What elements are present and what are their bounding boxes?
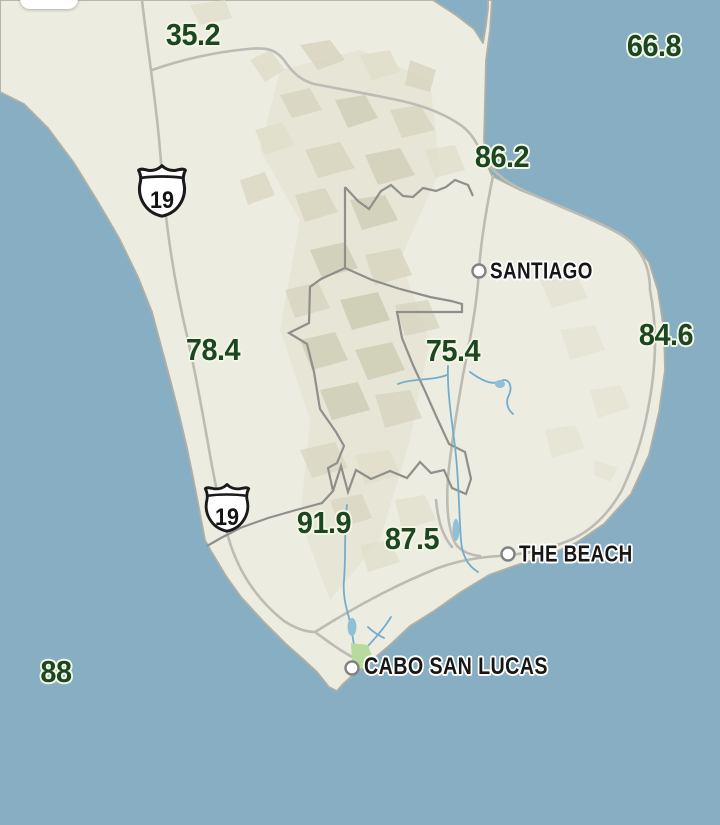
map-value-label[interactable]: 86.2	[474, 139, 530, 174]
map-value-label[interactable]: 91.9	[296, 505, 352, 540]
map-value-label[interactable]: 84.6	[638, 317, 694, 352]
map-value-label[interactable]: 66.8	[626, 28, 682, 63]
map-value-label[interactable]: 87.5	[384, 521, 440, 556]
route-number: 19	[149, 186, 175, 214]
place-label-santiago: SANTIAGO	[490, 257, 593, 284]
map-value-label[interactable]: 75.4	[425, 333, 481, 368]
roads	[140, 0, 657, 667]
river-pools	[347, 380, 505, 636]
map-value-label[interactable]: 35.2	[165, 17, 221, 52]
route-number: 19	[214, 503, 240, 531]
route-shield-icon	[137, 164, 187, 218]
place-label-the-beach: THE BEACH	[519, 540, 633, 567]
park-boundary	[206, 178, 475, 547]
map-value-label[interactable]: 78.4	[185, 332, 241, 367]
highway-shield-19-north: 19	[135, 162, 189, 218]
place-label-cabo-san-lucas: CABO SAN LUCAS	[364, 653, 548, 680]
highway-shield-19-south: 19	[202, 481, 252, 533]
top-edge-button[interactable]	[20, 0, 78, 9]
route-shield-icon	[203, 483, 251, 533]
place-circle-marker	[344, 263, 516, 676]
map-value-label[interactable]: 88	[40, 654, 72, 689]
